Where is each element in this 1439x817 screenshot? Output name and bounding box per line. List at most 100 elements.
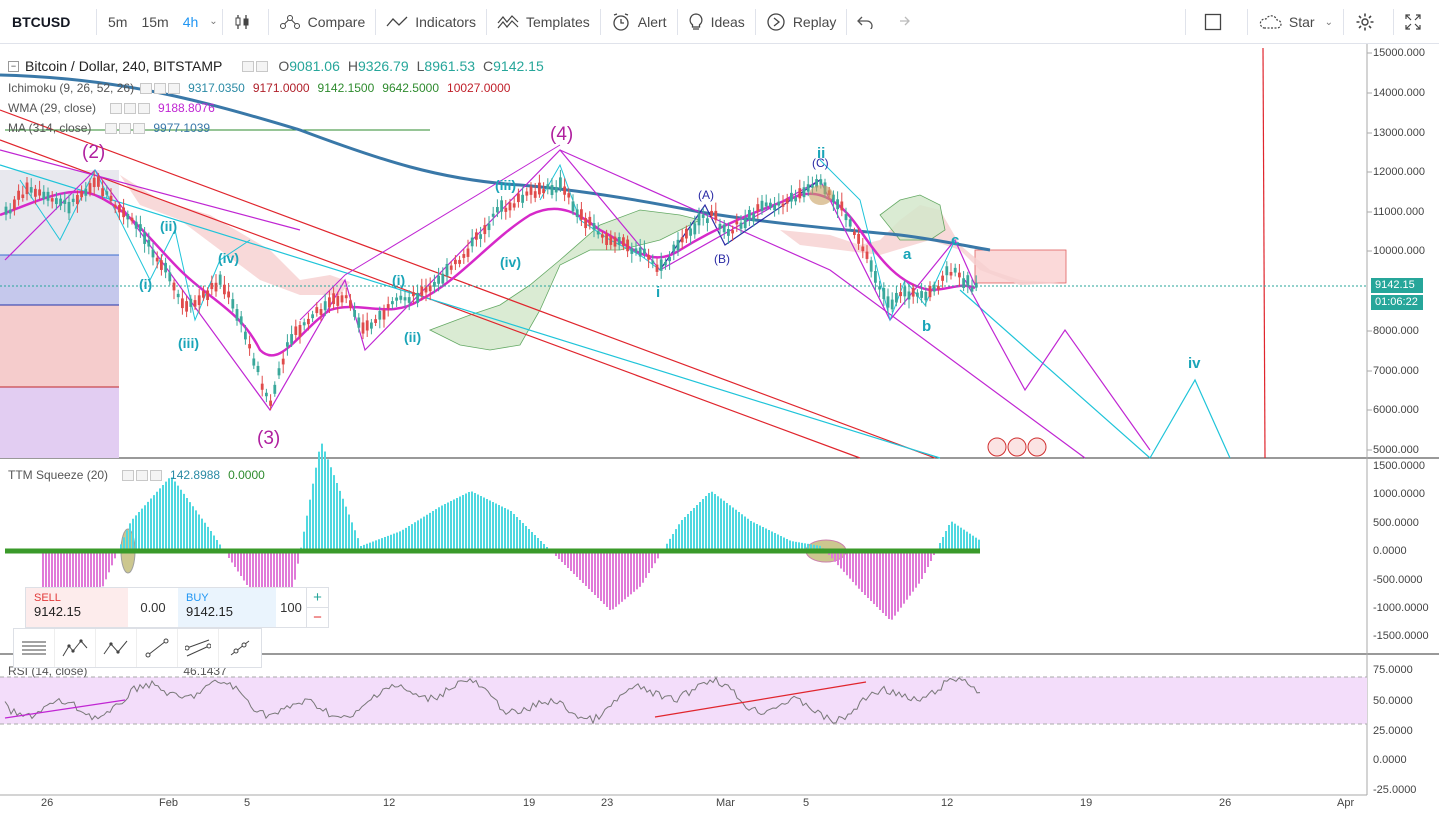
- eye-icon[interactable]: [140, 82, 153, 94]
- interval-15m[interactable]: 15m: [141, 13, 169, 30]
- event-badges[interactable]: [987, 437, 1047, 457]
- increase-button[interactable]: +: [307, 588, 328, 608]
- ttm-bar: [681, 520, 683, 551]
- subwave-path[interactable]: [539, 163, 661, 271]
- candle-body: [80, 190, 83, 198]
- close-icon[interactable]: [168, 82, 181, 94]
- candle-body: [588, 216, 592, 226]
- chart-type-button[interactable]: [223, 0, 268, 44]
- ttm-bar: [438, 507, 440, 551]
- ttm-bar: [678, 524, 680, 551]
- eye-icon[interactable]: [110, 102, 123, 114]
- ttm-legend[interactable]: TTM Squeeze (20) 142.8988 0.0000: [8, 468, 265, 482]
- highlight-ellipse[interactable]: [809, 185, 833, 205]
- chevron-down-icon[interactable]: ⌄: [209, 16, 218, 27]
- resistance-box[interactable]: [974, 249, 1067, 284]
- gear-icon[interactable]: [124, 102, 137, 114]
- ttm-bar: [864, 551, 866, 595]
- undo-button[interactable]: [847, 0, 890, 44]
- rsi-axis-label: 75.0000: [1373, 664, 1413, 676]
- eye-icon[interactable]: [105, 122, 118, 134]
- ideas-button[interactable]: Ideas: [678, 0, 755, 44]
- elliott-impulse-tool-icon[interactable]: [55, 629, 96, 667]
- candle-body: [764, 202, 768, 207]
- candle-body: [475, 232, 478, 240]
- ma-legend[interactable]: MA (314, close) 9977.1039: [8, 121, 210, 135]
- sell-button[interactable]: SELL 9142.15: [26, 588, 128, 627]
- rsi-trendline[interactable]: [654, 681, 867, 718]
- ichimoku-legend[interactable]: Ichimoku (9, 26, 52, 26) 9317.0350 9171.…: [8, 81, 510, 95]
- indicators-button[interactable]: Indicators: [376, 0, 486, 44]
- ttm-bar: [420, 518, 422, 551]
- eye-icon[interactable]: [242, 60, 255, 72]
- settings-button[interactable]: [1344, 0, 1393, 44]
- drag-handle-icon[interactable]: [14, 629, 55, 667]
- ttm-squeeze-histogram[interactable]: [42, 443, 980, 659]
- eye-icon[interactable]: [122, 469, 135, 481]
- decrease-button[interactable]: −: [313, 609, 322, 626]
- star-button[interactable]: Star ⌄: [1248, 0, 1343, 44]
- rsi-trendline[interactable]: [4, 699, 126, 719]
- trend-line-tool-icon[interactable]: [137, 629, 178, 667]
- quantity-input[interactable]: 100: [280, 600, 302, 615]
- fullscreen-toggle[interactable]: [1186, 0, 1247, 44]
- ttm-bar: [180, 489, 182, 551]
- candle-body: [974, 283, 978, 288]
- gear-icon[interactable]: [154, 82, 167, 94]
- trendline[interactable]: [0, 109, 936, 459]
- lightbulb-icon: [689, 12, 703, 30]
- ttm-bar: [831, 551, 833, 559]
- channel-tool-icon[interactable]: [178, 629, 219, 667]
- subwave-path[interactable]: [19, 168, 251, 322]
- interval-group: 5m 15m 4h ⌄: [97, 0, 222, 44]
- ttm-bar: [786, 539, 788, 551]
- close-icon[interactable]: [138, 102, 151, 114]
- close-icon[interactable]: [133, 122, 146, 134]
- rsi-line[interactable]: [4, 676, 981, 725]
- candle-body: [403, 297, 407, 301]
- ray-tool-icon[interactable]: [219, 629, 260, 667]
- expand-button[interactable]: [1394, 0, 1439, 44]
- redo-icon: [900, 16, 911, 25]
- ttm-bar: [324, 451, 326, 551]
- replay-button[interactable]: Replay: [756, 0, 847, 44]
- gear-icon[interactable]: [256, 60, 269, 72]
- candlestick-series[interactable]: [4, 169, 978, 411]
- candle-body: [525, 191, 529, 196]
- compare-button[interactable]: Compare: [269, 0, 376, 44]
- elliott-correction-tool-icon[interactable]: [96, 629, 137, 667]
- ttm-bar: [321, 443, 323, 551]
- ttm-bar: [240, 551, 242, 576]
- interval-4h[interactable]: 4h: [182, 13, 199, 30]
- projection-path[interactable]: [964, 279, 1151, 451]
- ttm-bar: [639, 551, 641, 587]
- wave-label: (A): [698, 188, 714, 202]
- main-legend-title[interactable]: − Bitcoin / Dollar, 240, BITSTAMP O 9081.…: [8, 58, 544, 74]
- ttm-bar: [393, 533, 395, 551]
- candle-body: [966, 275, 970, 286]
- channel-line[interactable]: [559, 149, 1086, 459]
- templates-button[interactable]: Templates: [487, 0, 600, 44]
- projection-line[interactable]: [0, 164, 941, 459]
- gear-icon[interactable]: [136, 469, 149, 481]
- collapse-icon[interactable]: −: [8, 60, 19, 72]
- ichimoku-cloud: [879, 194, 946, 241]
- projection-path[interactable]: [959, 289, 1231, 459]
- alert-button[interactable]: Alert: [601, 0, 677, 44]
- elliott-channel[interactable]: [299, 144, 561, 321]
- projection-line[interactable]: [0, 149, 301, 231]
- ttm-bar: [939, 543, 941, 551]
- elliott-wave-path[interactable]: [4, 149, 976, 412]
- vertical-line[interactable]: [1262, 47, 1266, 459]
- close-icon[interactable]: [150, 469, 163, 481]
- candle-body: [353, 309, 356, 317]
- gear-icon[interactable]: [119, 122, 132, 134]
- candle-body: [886, 296, 890, 308]
- symbol-search-button[interactable]: BTCUSD: [12, 13, 71, 30]
- buy-button[interactable]: BUY 9142.15: [178, 588, 276, 627]
- interval-5m[interactable]: 5m: [108, 13, 128, 30]
- wma-legend[interactable]: WMA (29, close) 9188.8076: [8, 101, 215, 115]
- divider: [599, 8, 601, 35]
- redo-button[interactable]: [890, 0, 921, 44]
